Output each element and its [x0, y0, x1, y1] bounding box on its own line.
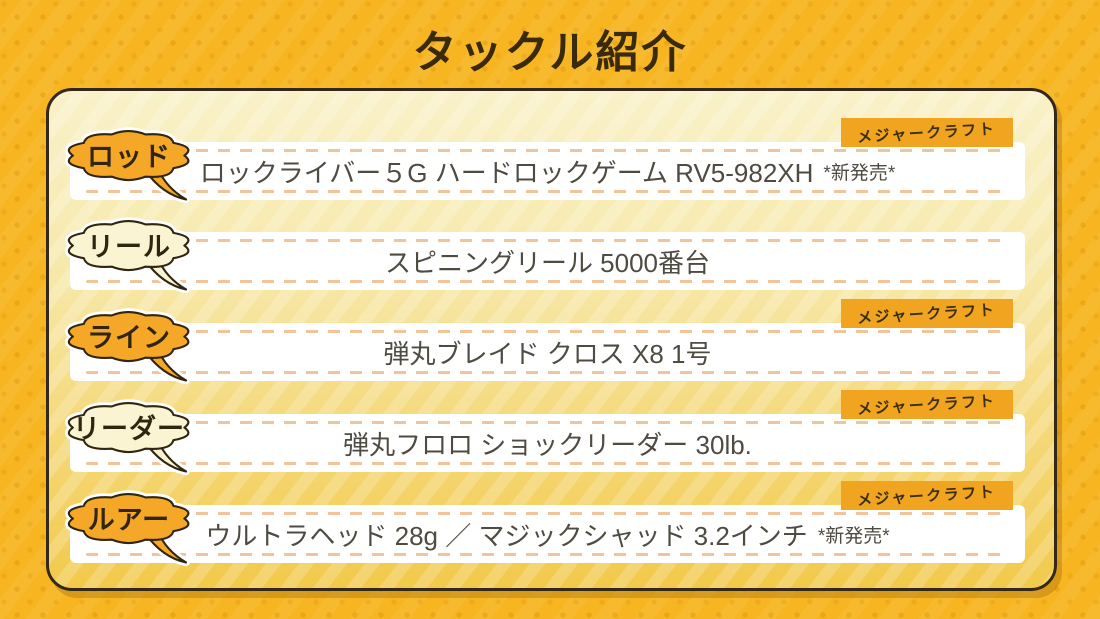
brand-badge: メジャークラフト — [841, 390, 1013, 419]
item-text: 弾丸フロロ ショックリーダー 30lb. — [70, 414, 1025, 472]
brand-badge: メジャークラフト — [841, 299, 1013, 328]
category-bubble: ライン — [56, 300, 208, 390]
speech-bubble-icon — [65, 490, 193, 567]
category-bubble: ロッド — [56, 119, 208, 209]
item-panel: 弾丸ブレイド クロス X8 1号 — [70, 323, 1025, 381]
category-label: ロッド — [87, 141, 171, 172]
speech-bubble-icon — [65, 127, 193, 204]
dashed-separator-top — [86, 330, 1009, 333]
new-release-note: *新発売* — [823, 162, 896, 184]
speech-bubble-icon — [65, 399, 193, 476]
dashed-separator-bottom — [86, 553, 1009, 556]
page-title: タックル紹介 — [412, 28, 688, 77]
speech-bubble-icon — [65, 308, 193, 385]
item-panel: ウルトラヘッド 28g ／ マジックシャッド 3.2インチ *新発売* — [70, 505, 1025, 563]
category-bubble: ルアー — [56, 482, 208, 572]
dashed-separator-bottom — [86, 190, 1009, 193]
item-name: ロックライバー５G ハードロックゲーム RV5-982XH — [199, 157, 814, 188]
dashed-separator-bottom — [86, 371, 1009, 374]
item-text: スピニングリール 5000番台 — [70, 232, 1025, 290]
dashed-separator-bottom — [86, 280, 1009, 283]
item-panel: スピニングリール 5000番台 — [70, 232, 1025, 290]
item-text: ロックライバー５G ハードロックゲーム RV5-982XH *新発売* — [70, 142, 1025, 200]
item-name: 弾丸フロロ ショックリーダー 30lb. — [343, 429, 752, 460]
item-name: ウルトラヘッド 28g ／ マジックシャッド 3.2インチ — [205, 520, 808, 551]
brand-badge: メジャークラフト — [841, 481, 1013, 510]
speech-bubble-icon — [65, 217, 193, 294]
dashed-separator-top — [86, 239, 1009, 242]
item-text: ウルトラヘッド 28g ／ マジックシャッド 3.2インチ *新発売* — [70, 505, 1025, 563]
brand-badge-label: メジャークラフト — [857, 392, 998, 419]
item-name: スピニングリール 5000番台 — [384, 247, 711, 278]
item-panel: ロックライバー５G ハードロックゲーム RV5-982XH *新発売* — [70, 142, 1025, 200]
category-label: ルアー — [87, 504, 171, 535]
item-panel: 弾丸フロロ ショックリーダー 30lb. — [70, 414, 1025, 472]
item-text: 弾丸ブレイド クロス X8 1号 — [70, 323, 1025, 381]
dashed-separator-bottom — [86, 462, 1009, 465]
item-name: 弾丸ブレイド クロス X8 1号 — [383, 338, 712, 369]
brand-badge-label: メジャークラフト — [857, 120, 998, 147]
dashed-separator-top — [86, 512, 1009, 515]
brand-badge-label: メジャークラフト — [857, 301, 998, 328]
category-label: リール — [87, 231, 171, 262]
new-release-note: *新発売* — [817, 525, 890, 547]
brand-badge: メジャークラフト — [841, 118, 1013, 147]
category-label: ライン — [87, 322, 171, 353]
category-label: リーダー — [73, 413, 185, 444]
dashed-separator-top — [86, 149, 1009, 152]
category-bubble: リール — [56, 209, 208, 299]
brand-badge-label: メジャークラフト — [857, 483, 998, 510]
category-bubble: リーダー — [56, 391, 208, 481]
dashed-separator-top — [86, 421, 1009, 424]
